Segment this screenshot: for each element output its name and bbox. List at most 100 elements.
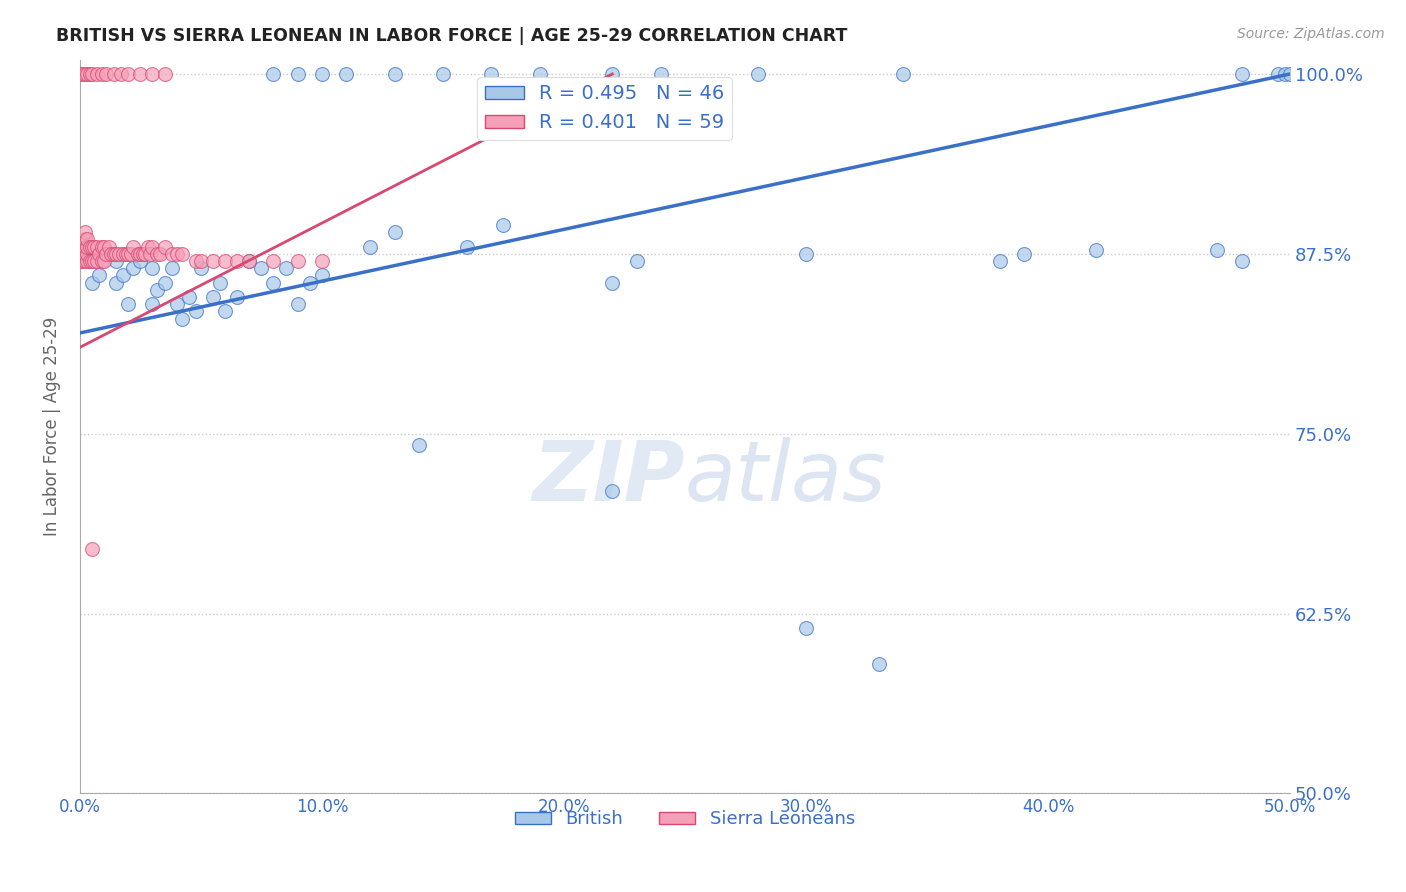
Point xyxy=(73,254,96,268)
Point xyxy=(650,67,672,81)
Point xyxy=(76,232,98,246)
Point xyxy=(201,290,224,304)
Point xyxy=(97,239,120,253)
Point xyxy=(107,247,129,261)
Point xyxy=(626,254,648,268)
Point xyxy=(141,239,163,253)
Point xyxy=(73,232,96,246)
Point xyxy=(153,239,176,253)
Point xyxy=(73,239,96,253)
Point xyxy=(602,276,624,290)
Point xyxy=(79,67,101,81)
Point xyxy=(90,239,112,253)
Point xyxy=(96,67,118,81)
Point xyxy=(103,67,125,81)
Point xyxy=(127,247,149,261)
Point xyxy=(146,247,169,261)
Point xyxy=(93,254,115,268)
Point xyxy=(89,268,111,283)
Point xyxy=(132,247,155,261)
Point xyxy=(139,247,162,261)
Point xyxy=(86,254,108,268)
Point xyxy=(868,657,890,671)
Point xyxy=(214,304,236,318)
Point xyxy=(747,67,769,81)
Point xyxy=(988,254,1011,268)
Point xyxy=(166,297,188,311)
Point xyxy=(73,67,96,81)
Point xyxy=(73,247,96,261)
Point xyxy=(79,254,101,268)
Point xyxy=(1230,67,1253,81)
Point xyxy=(79,239,101,253)
Point xyxy=(122,261,145,276)
Point xyxy=(287,67,309,81)
Point xyxy=(100,247,122,261)
Point xyxy=(160,261,183,276)
Point xyxy=(602,67,624,81)
Point xyxy=(209,276,232,290)
Point xyxy=(141,261,163,276)
Point xyxy=(160,247,183,261)
Legend: British, Sierra Leoneans: British, Sierra Leoneans xyxy=(508,803,862,836)
Point xyxy=(177,290,200,304)
Point xyxy=(408,438,430,452)
Point xyxy=(166,247,188,261)
Point xyxy=(120,247,142,261)
Point xyxy=(83,254,105,268)
Point xyxy=(89,247,111,261)
Point xyxy=(72,254,94,268)
Point xyxy=(384,225,406,239)
Point xyxy=(456,239,478,253)
Point xyxy=(129,247,152,261)
Point xyxy=(287,297,309,311)
Point xyxy=(184,254,207,268)
Point xyxy=(80,541,103,556)
Point xyxy=(794,247,817,261)
Point xyxy=(80,67,103,81)
Point xyxy=(1012,247,1035,261)
Point xyxy=(117,67,139,81)
Point xyxy=(1206,243,1229,257)
Point xyxy=(287,254,309,268)
Point xyxy=(96,247,118,261)
Point xyxy=(80,276,103,290)
Point xyxy=(263,67,285,81)
Point xyxy=(298,276,321,290)
Point xyxy=(190,261,212,276)
Point xyxy=(76,239,98,253)
Point xyxy=(311,67,333,81)
Point xyxy=(794,621,817,635)
Point xyxy=(1279,67,1302,81)
Point xyxy=(86,239,108,253)
Point xyxy=(891,67,914,81)
Point xyxy=(529,67,551,81)
Point xyxy=(136,239,159,253)
Point xyxy=(170,247,193,261)
Text: ZIP: ZIP xyxy=(533,437,685,518)
Point xyxy=(76,67,98,81)
Point xyxy=(1085,243,1108,257)
Point xyxy=(146,283,169,297)
Point xyxy=(112,247,135,261)
Point xyxy=(90,67,112,81)
Point xyxy=(83,239,105,253)
Point xyxy=(250,261,273,276)
Point xyxy=(110,67,132,81)
Point xyxy=(1230,254,1253,268)
Point xyxy=(311,254,333,268)
Point xyxy=(69,67,91,81)
Point xyxy=(201,254,224,268)
Point xyxy=(153,67,176,81)
Point xyxy=(432,67,454,81)
Point xyxy=(105,247,128,261)
Point xyxy=(141,67,163,81)
Point xyxy=(105,254,128,268)
Point xyxy=(170,311,193,326)
Point xyxy=(93,239,115,253)
Point xyxy=(479,67,502,81)
Point xyxy=(117,247,139,261)
Point xyxy=(141,297,163,311)
Point xyxy=(105,276,128,290)
Point xyxy=(134,247,156,261)
